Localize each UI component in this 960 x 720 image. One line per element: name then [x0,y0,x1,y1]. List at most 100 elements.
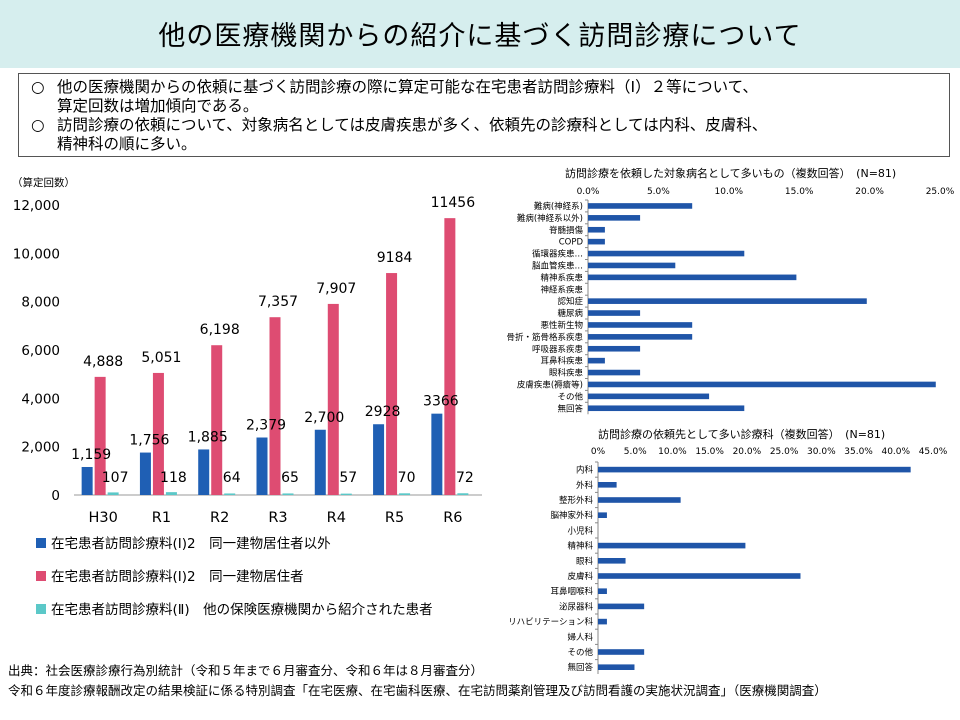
category-label: 難病(神経系以外) [517,213,583,224]
category-label: 呼吸器系疾患 [532,344,584,355]
bar-series3 [107,492,119,495]
bar-series3 [340,493,352,495]
title-bar: 他の医療機関からの紹介に基づく訪問診療について [0,0,960,68]
hbar [588,215,641,221]
data-label-series1: 2,379 [246,418,286,434]
page-title: 他の医療機関からの紹介に基づく訪問診療について [158,21,802,52]
category-label: 循環器疾患… [532,249,583,260]
bar-series3 [165,492,177,495]
hbar [588,357,605,364]
summary-line: 算定回数は増加傾向である。 [31,97,939,116]
x-tick-label: 20.0% [855,187,884,197]
disease-hbar-chart: 訪問診療を依頼した対象病名として多いもの（複数回答） (N=81) 0.0% 5.0… [506,166,955,414]
bar-series2 [269,317,281,495]
hbar [598,664,635,670]
y-tick-label: 12,000 [13,198,60,214]
data-label-series3: 70 [398,470,416,486]
x-tick-label: R4 [327,510,346,526]
category-label: 泌尿器科 [559,601,594,612]
category-label: 脊髄損傷 [549,225,584,236]
data-label-series1: 2928 [365,404,401,420]
x-tick-label: 25.0% [926,187,955,197]
bar-series1 [81,466,93,495]
x-tick-label: 35.0% [844,447,873,457]
hbar [588,310,641,316]
bar-series2 [327,303,339,495]
legend-swatch [36,604,46,614]
hbar [588,203,693,209]
y-tick-label: 8,000 [21,295,60,311]
data-label-series3: 64 [223,470,241,486]
data-label-series1: 2,700 [304,410,344,426]
hbar [588,298,867,304]
hbar [598,512,607,518]
hbar [588,238,605,245]
data-label-series1: 1,159 [71,447,111,463]
data-label-series2: 9184 [377,250,413,266]
hbar [588,262,676,269]
source-note: 出典：社会医療診療行為別統計（令和５年まで６月審査分、令和６年は８月審査分） [8,663,484,678]
category-label: 精神系疾患 [540,272,583,283]
data-label-series1: 1,756 [129,433,169,449]
data-label-series1: 1,885 [188,429,228,445]
summary-text: 他の医療機関からの依頼に基づく訪問診療の際に算定可能な在宅患者訪問診療料（Ⅰ）２… [57,78,758,96]
summary-line: ○ 訪問診療の依頼について、対象病名としては皮膚疾患が多く、依頼先の診療科としては… [31,116,939,135]
x-tick-label: 40.0% [881,447,910,457]
summary-text: 訪問診療の依頼について、対象病名としては皮膚疾患が多く、依頼先の診療科としては内… [57,116,768,134]
data-label-series1: 3366 [423,394,459,410]
x-tick-label: 20.0% [733,447,762,457]
bar-series1 [198,449,210,495]
category-label: 無回答 [557,403,583,414]
y-tick-label: 6,000 [21,343,60,359]
category-label: 骨折・筋骨格系疾患 [506,332,583,343]
x-tick-label: 10.0% [658,447,687,457]
y-tick-label: 10,000 [13,246,60,262]
chart-title: 訪問診療の依頼先として多い診療科（複数回答） (N=81) [598,427,885,441]
hbar [598,588,607,594]
category-label: 神経系疾患 [540,284,583,295]
category-label: 悪性新生物 [540,320,583,331]
source-note: 令和６年度診療報酬改定の結果検証に係る特別調査「在宅医療、在宅歯科医療、在宅訪問… [8,683,827,698]
x-tick-label: 30.0% [807,447,836,457]
summary-text: 算定回数は増加傾向である。 [57,97,259,115]
department-hbar-chart: 訪問診療の依頼先として多い診療科（複数回答） (N=81) 0% 5.0% 10.0%… [508,427,948,674]
bar-series1 [373,424,385,495]
summary-text: 精神科の順に多い。 [57,135,197,153]
legend-label: 在宅患者訪問診療料(Ⅰ)2 同一建物居住者以外 [51,535,331,552]
hbar [598,649,645,655]
category-label: 脳神家外科 [550,510,593,521]
bar-series1 [256,437,268,495]
category-label: 眼科 [576,556,594,567]
x-tick-label: 5.0% [647,187,670,197]
hbar [588,381,936,388]
category-label: 糖尿病 [557,308,583,319]
summary-line: 精神科の順に多い。 [31,135,939,154]
x-tick-label: 15.0% [785,187,814,197]
x-tick-label: H30 [88,510,117,526]
hbar [598,466,911,473]
hbar [588,393,710,400]
bar-series3 [224,493,236,495]
category-label: 外科 [576,480,594,491]
hbar [598,482,617,488]
category-label: 内科 [576,465,594,476]
category-label: 皮膚科 [567,571,593,582]
data-label-series2: 6,198 [200,322,240,338]
bar-series3 [457,493,469,495]
x-tick-label: R2 [210,510,229,526]
hbar [588,405,745,412]
x-tick-label: R5 [385,510,404,526]
x-tick-label: 15.0% [695,447,724,457]
category-label: リハビリテーション科 [508,617,593,628]
category-label: 小児科 [567,525,593,536]
hbar [588,226,605,233]
data-label-series2: 5,051 [141,350,181,366]
summary-box: ○ 他の医療機関からの依頼に基づく訪問診療の際に算定可能な在宅患者訪問診療料（Ⅰ）… [18,73,950,157]
data-label-series3: 118 [160,470,187,486]
y-tick-label: 0 [51,488,60,504]
hbar [598,603,645,610]
category-label: 整形外科 [559,495,594,506]
hbar [598,618,607,625]
hbar [588,250,745,257]
legend-swatch [36,538,46,548]
